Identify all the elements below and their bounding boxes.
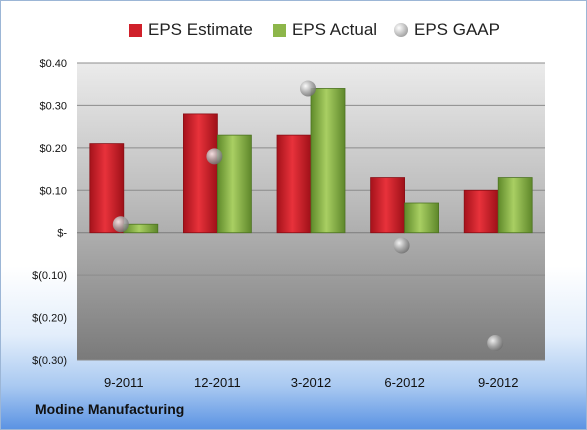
y-tick-label: $(0.30) <box>32 355 67 367</box>
marker-eps-gaap <box>487 335 504 352</box>
bar-eps-actual <box>310 88 346 234</box>
legend-swatch-eps-actual <box>273 23 286 37</box>
bars <box>89 88 533 234</box>
y-tick-label: $0.20 <box>39 143 67 155</box>
legend-swatch-eps-estimate <box>129 23 142 37</box>
x-tick-label: 6-2012 <box>384 375 424 390</box>
legend-label-eps-estimate: EPS Estimate <box>148 20 253 39</box>
y-tick-label: $0.10 <box>39 185 67 197</box>
legend-label-eps-actual: EPS Actual <box>292 20 378 39</box>
x-tick-label: 9-2011 <box>104 375 144 390</box>
x-tick-label: 12-2011 <box>194 375 241 390</box>
bar-eps-actual <box>216 134 252 234</box>
y-tick-label: $(0.20) <box>32 313 67 325</box>
bar-eps-estimate <box>370 177 406 234</box>
marker-eps-gaap <box>112 216 129 233</box>
legend-item-eps-gaap: EPS GAAP <box>394 15 500 45</box>
legend: EPS Estimate EPS Actual EPS GAAP <box>1 15 586 45</box>
x-tick-label: 3-2012 <box>291 375 331 390</box>
x-tick-label: 9-2012 <box>478 375 518 390</box>
legend-item-eps-estimate: EPS Estimate <box>129 15 253 45</box>
bar-eps-estimate <box>463 189 499 234</box>
y-tick-label: $(0.10) <box>32 270 67 282</box>
y-tick-label: $- <box>57 228 67 240</box>
bar-eps-actual <box>123 223 159 234</box>
bar-eps-actual <box>497 177 533 234</box>
marker-eps-gaap <box>300 80 316 97</box>
legend-swatch-eps-gaap <box>394 23 408 37</box>
y-tick-label: $0.30 <box>39 100 67 112</box>
bar-eps-actual <box>404 202 440 234</box>
legend-item-eps-actual: EPS Actual <box>273 15 377 45</box>
bar-eps-estimate <box>276 134 312 234</box>
gaap-markers <box>112 80 504 352</box>
x-axis-labels: 9-2011 12-2011 3-2012 6-2012 9-2012 <box>104 375 518 390</box>
marker-eps-gaap <box>206 148 223 165</box>
legend-label-eps-gaap: EPS GAAP <box>414 20 500 39</box>
y-axis-labels: $0.40 $0.30 $0.20 $0.10 $- $(0.10) $(0.20) $(0.… <box>32 58 67 367</box>
y-tick-label: $0.40 <box>39 58 67 70</box>
bar-eps-estimate <box>182 113 218 234</box>
marker-eps-gaap <box>393 237 410 254</box>
company-name: Modine Manufacturing <box>35 401 185 417</box>
